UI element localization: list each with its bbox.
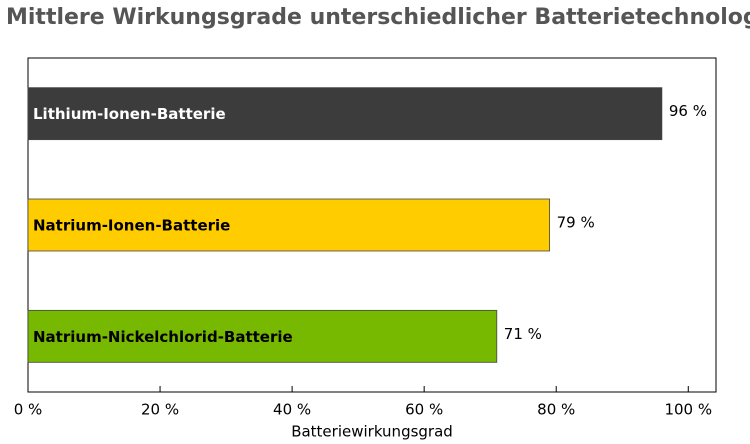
bar — [27, 198, 551, 252]
value-label: 79 % — [557, 214, 595, 232]
value-label: 71 % — [504, 325, 542, 343]
category-label: Natrium-Ionen-Batterie — [33, 217, 230, 235]
bar — [27, 309, 498, 363]
chart-title: Mittlere Wirkungsgrade unterschiedlicher… — [6, 5, 750, 30]
x-tick-label: 20 % — [141, 401, 179, 419]
value-label: 96 % — [669, 102, 707, 120]
bar — [27, 87, 663, 141]
x-tick-label: 60 % — [405, 401, 443, 419]
category-label: Lithium-Ionen-Batterie — [33, 105, 226, 123]
x-tick-label: 0 % — [14, 401, 43, 419]
x-tick-label: 80 % — [537, 401, 575, 419]
x-tick-label: 40 % — [273, 401, 311, 419]
x-tick-label: 100 % — [664, 401, 712, 419]
category-label: Natrium-Nickelchlorid-Batterie — [33, 328, 293, 346]
x-axis-label: Batteriewirkungsgrad — [291, 423, 453, 441]
